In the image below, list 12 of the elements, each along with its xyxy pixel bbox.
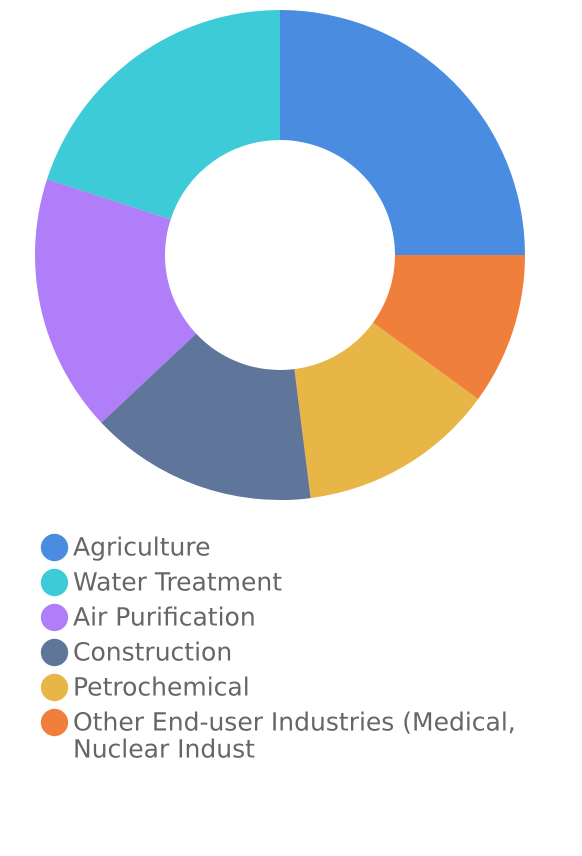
donut-slice [46, 10, 280, 220]
legend-label: Agriculture [73, 532, 210, 562]
legend-label: Water Treatment [73, 568, 282, 596]
donut-slice [280, 10, 525, 255]
donut-slice [101, 334, 311, 500]
donut-slice [294, 322, 478, 498]
donut-slice [373, 255, 525, 400]
legend-label: Air Purification [73, 602, 256, 632]
legend-label: Petrochemical [73, 672, 250, 702]
legend-label: Other End-user Industries (Medical, Nuclear Indust [73, 708, 516, 764]
donut-slice [35, 179, 196, 423]
legend-label: Construction [73, 638, 232, 666]
